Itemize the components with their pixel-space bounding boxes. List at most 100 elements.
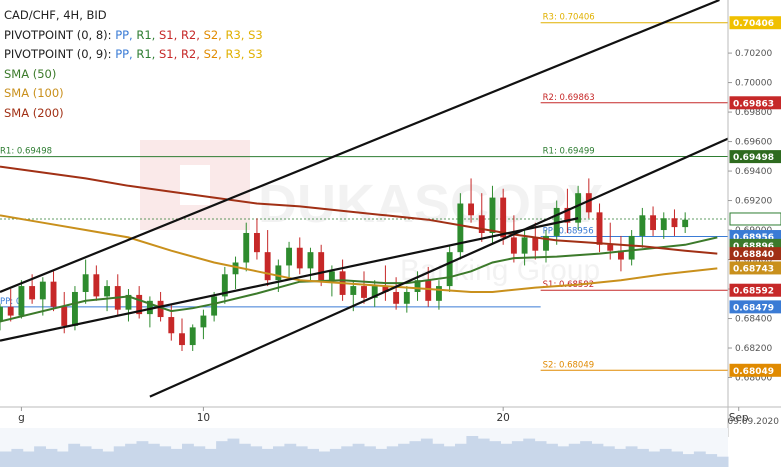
volume-bar <box>318 451 331 467</box>
price-tag-label: 0.68840 <box>733 250 774 260</box>
volume-bar <box>591 443 604 467</box>
price-tag-label: 0.68049 <box>733 367 774 377</box>
candle-body <box>0 306 3 322</box>
chart-legend: CAD/CHF, 4H, BID PIVOTPOINT (0, 8): PP, … <box>4 6 263 124</box>
sma-legend-200: SMA (200) <box>4 105 64 120</box>
price-tag-label: 0.69498 <box>733 153 774 163</box>
volume-bar <box>409 441 422 467</box>
candle-body <box>136 294 143 315</box>
price-tag: 0.68592 <box>729 283 781 297</box>
candle-body <box>500 197 507 238</box>
candle-body <box>93 274 100 297</box>
pivot-legend-item: PP, <box>115 47 137 62</box>
price-tag: 0.68743 <box>729 261 781 275</box>
candle-body <box>157 300 164 318</box>
volume-bar <box>637 448 649 467</box>
candle-body <box>361 286 367 298</box>
volume-bar <box>580 441 592 467</box>
price-tag-label: 0.69863 <box>733 99 774 109</box>
candle-body <box>617 250 624 260</box>
price-tag-bg <box>729 247 781 261</box>
volume-bar <box>625 446 638 467</box>
volume-bar <box>648 451 661 467</box>
y-tick-label: 0.69200 <box>735 197 772 207</box>
volume-bar <box>534 441 547 467</box>
volume-bar <box>682 454 695 467</box>
candle-body <box>71 291 78 326</box>
volume-bar <box>11 448 24 467</box>
pivot-legend-items: PP, R1, S1, R2, S2, R3, S3 <box>115 28 263 42</box>
candle-body <box>29 286 36 300</box>
volume-bar <box>705 454 718 467</box>
candle-body <box>232 262 239 275</box>
volume-bar <box>125 443 137 467</box>
candle-body <box>146 300 153 315</box>
volume-bar <box>489 441 501 467</box>
volume-bar <box>614 448 627 467</box>
candle-body <box>650 215 657 231</box>
candle-body <box>382 286 389 292</box>
volume-bar <box>693 451 706 467</box>
volume-bar <box>716 456 729 467</box>
prev-pivot-label: R1: 0.69498 <box>0 147 52 157</box>
pivot-legend-item: S1, <box>159 47 181 62</box>
candle-body <box>179 333 185 346</box>
candle-body <box>371 286 378 298</box>
volume-bar <box>22 451 35 467</box>
pivot-legend-label: PIVOTPOINT (0, 9): <box>4 47 112 62</box>
y-tick-label: 0.68800 <box>735 256 772 266</box>
price-tag-bg <box>729 212 781 226</box>
pivot-legend-1: PIVOTPOINT (0, 8): PP, R1, S1, R2, S2, R… <box>4 26 263 46</box>
candle-body <box>489 197 496 233</box>
volume-bar <box>455 443 467 467</box>
candle-body <box>350 286 357 295</box>
volume-bar <box>477 438 490 467</box>
candle-body <box>61 306 68 326</box>
candle-body <box>18 286 25 316</box>
candle-body <box>468 203 475 216</box>
svg-text:DUKASCOPY: DUKASCOPY <box>258 174 603 234</box>
candle-body <box>521 237 528 254</box>
candle-body <box>7 306 14 316</box>
volume-bar <box>193 446 206 467</box>
volume-bar <box>386 446 399 467</box>
price-tag-bg <box>729 300 781 314</box>
volume-bar <box>523 438 536 467</box>
volume-bar <box>273 446 285 467</box>
candle-body <box>457 203 464 253</box>
y-tick-label: 0.69800 <box>735 108 772 118</box>
channel-inner-line <box>0 217 579 342</box>
volume-bar <box>568 443 581 467</box>
pivot-legend-item: S3 <box>248 27 263 42</box>
volume-bar <box>307 448 319 467</box>
volume-bar <box>602 446 615 467</box>
candle-body <box>564 207 571 223</box>
price-tag-label: 0.68896 <box>733 242 774 252</box>
sma-line <box>0 236 718 323</box>
candle-body <box>50 281 57 307</box>
pivot-legend-item: R3, <box>225 27 249 42</box>
price-tag: 0.68479 <box>729 300 781 314</box>
candle-body <box>596 212 603 245</box>
date-stamp: 09.09.2020 <box>727 417 779 427</box>
pivot-legend-item: R1, <box>136 47 159 62</box>
price-tag-label: 0.68479 <box>733 303 774 313</box>
volume-bar <box>557 446 570 467</box>
pivot-label: PP: 0.68956 <box>543 227 594 237</box>
volume-bar <box>432 443 445 467</box>
x-tick-label: 10 <box>197 412 210 424</box>
pivot-legend-items: PP, R1, S1, R2, S2, R3, S3 <box>115 47 263 61</box>
volume-bar <box>511 441 524 467</box>
sma-legend-50: SMA (50) <box>4 66 57 81</box>
volume-bar <box>261 448 274 467</box>
volume-bar <box>159 446 172 467</box>
candle-body <box>628 235 635 260</box>
candle-body <box>211 296 218 316</box>
candle-body <box>82 274 89 292</box>
candle-body <box>682 219 689 228</box>
volume-bar <box>113 446 126 467</box>
candle-body <box>286 247 293 266</box>
pivot-label: R3: 0.70406 <box>543 13 595 23</box>
volume-bar <box>250 446 263 467</box>
